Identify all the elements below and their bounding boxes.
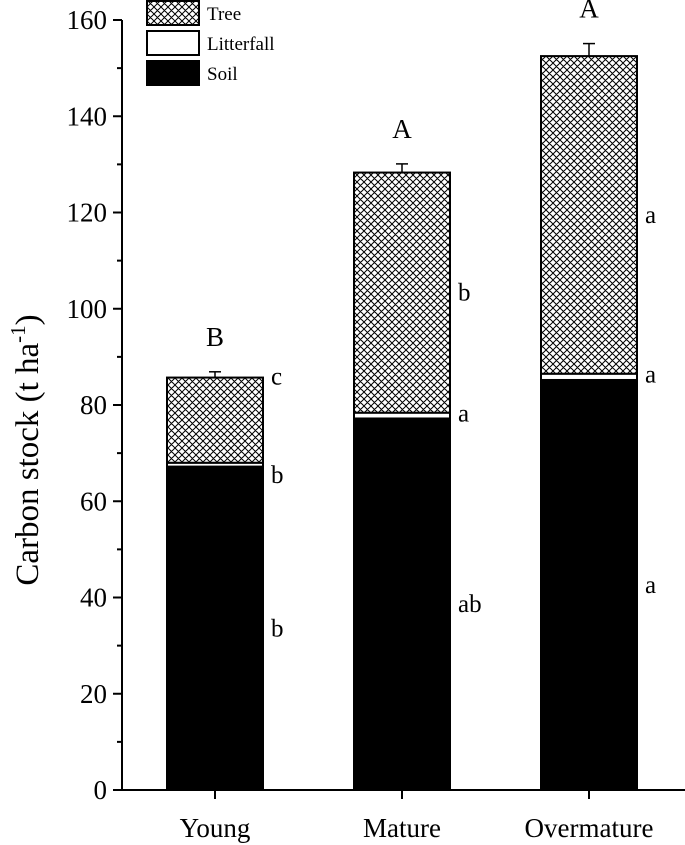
legend-label-litterfall: Litterfall — [207, 34, 275, 55]
letter-overmature-tree: a — [645, 202, 656, 229]
y-axis-label-close: ) — [10, 314, 46, 325]
legend-swatch-soil — [146, 60, 200, 86]
letter-mature-soil: ab — [458, 591, 482, 618]
y-axis-label-sup: -1 — [6, 325, 30, 343]
letter-overmature-soil: a — [645, 572, 656, 599]
legend-label-tree: Tree — [207, 4, 241, 25]
bar-mature-tree — [353, 171, 451, 414]
y-tick-label-0: 0 — [94, 775, 108, 805]
y-tick-label-80: 80 — [80, 390, 107, 420]
y-axis-label-main: Carbon stock (t ha — [10, 342, 46, 585]
letter-mature-tree: b — [458, 280, 471, 307]
bar-young-tree — [166, 376, 264, 464]
y-tick-label-20: 20 — [80, 679, 107, 709]
bar-overmature-soil — [540, 378, 638, 791]
x-tick-label-young: Young — [180, 813, 251, 843]
x-tick-label-overmature: Overmature — [525, 813, 654, 843]
x-tick-label-mature: Mature — [363, 813, 441, 843]
legend-swatch-litterfall — [146, 30, 200, 56]
letter-young-total: B — [206, 322, 224, 352]
legend-label-soil: Soil — [207, 64, 238, 85]
letter-young-litterfall: b — [271, 462, 284, 489]
bar-mature-soil — [353, 417, 451, 791]
letter-young-soil: b — [271, 615, 284, 642]
legend-swatch-tree — [146, 0, 200, 26]
letter-mature-litterfall: a — [458, 401, 469, 428]
y-tick-label-60: 60 — [80, 486, 107, 516]
bar-young-soil — [166, 465, 264, 791]
y-tick-label-100: 100 — [67, 294, 108, 324]
y-axis-label: Carbon stock (t ha-1) — [6, 314, 46, 585]
bar-overmature-tree — [540, 55, 638, 375]
axes: 0 20 40 60 80 100 120 140 160 Young Mature Overmatu… — [67, 5, 685, 843]
bars — [166, 42, 638, 791]
y-tick-label-40: 40 — [80, 583, 107, 613]
y-tick-label-160: 160 — [67, 5, 108, 35]
letter-young-tree: c — [271, 364, 282, 391]
letter-overmature-total: A — [579, 0, 599, 24]
y-tick-label-120: 120 — [67, 198, 108, 228]
letter-overmature-litterfall: a — [645, 362, 656, 389]
y-tick-label-140: 140 — [67, 101, 108, 131]
letter-mature-total: A — [392, 114, 412, 144]
legend: Tree Litterfall Soil — [146, 0, 275, 86]
